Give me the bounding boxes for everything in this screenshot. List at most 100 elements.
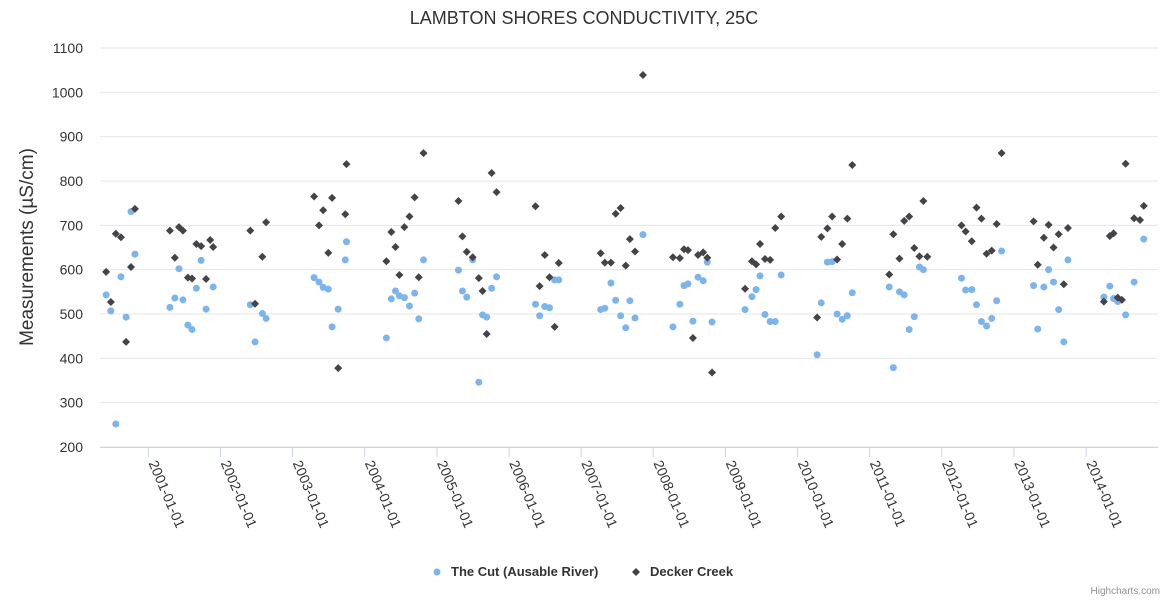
data-point-decker-creek[interactable] (900, 216, 909, 225)
data-point-the-cut[interactable] (676, 300, 684, 308)
data-point-decker-creek[interactable] (550, 322, 559, 331)
data-point-the-cut[interactable] (1060, 338, 1068, 346)
data-point-decker-creek[interactable] (1139, 201, 1148, 210)
data-point-decker-creek[interactable] (1117, 295, 1126, 304)
data-point-the-cut[interactable] (112, 420, 120, 428)
data-point-the-cut[interactable] (1140, 235, 1148, 243)
data-point-the-cut[interactable] (458, 287, 466, 295)
data-point-the-cut[interactable] (689, 317, 697, 325)
data-point-the-cut[interactable] (972, 301, 980, 309)
data-point-decker-creek[interactable] (1136, 216, 1145, 225)
data-point-decker-creek[interactable] (454, 196, 463, 205)
data-point-decker-creek[interactable] (977, 214, 986, 223)
data-point-the-cut[interactable] (607, 279, 615, 287)
data-point-the-cut[interactable] (833, 310, 841, 318)
data-point-decker-creek[interactable] (910, 243, 919, 252)
data-point-decker-creek[interactable] (1099, 297, 1108, 306)
data-point-decker-creek[interactable] (540, 251, 549, 260)
data-point-decker-creek[interactable] (116, 233, 125, 242)
data-point-decker-creek[interactable] (957, 221, 966, 230)
data-point-decker-creek[interactable] (419, 149, 428, 158)
data-point-decker-creek[interactable] (606, 258, 615, 267)
data-point-the-cut[interactable] (817, 299, 825, 307)
data-point-the-cut[interactable] (341, 256, 349, 264)
data-point-the-cut[interactable] (1130, 278, 1138, 286)
data-point-decker-creek[interactable] (621, 261, 630, 270)
data-point-the-cut[interactable] (669, 323, 677, 331)
data-point-decker-creek[interactable] (554, 259, 563, 268)
data-point-decker-creek[interactable] (535, 282, 544, 291)
data-point-decker-creek[interactable] (328, 193, 337, 202)
data-point-the-cut[interactable] (209, 283, 217, 291)
data-point-the-cut[interactable] (761, 310, 769, 318)
data-point-the-cut[interactable] (1030, 282, 1038, 290)
data-point-decker-creek[interactable] (341, 210, 350, 219)
data-point-the-cut[interactable] (1045, 266, 1053, 274)
data-point-decker-creek[interactable] (122, 337, 131, 346)
data-point-the-cut[interactable] (617, 312, 625, 320)
data-point-the-cut[interactable] (107, 307, 115, 315)
data-point-the-cut[interactable] (483, 313, 491, 321)
data-point-decker-creek[interactable] (817, 232, 826, 241)
data-point-decker-creek[interactable] (382, 257, 391, 266)
data-point-the-cut[interactable] (400, 294, 408, 302)
data-point-the-cut[interactable] (420, 256, 428, 264)
data-point-decker-creek[interactable] (813, 313, 822, 322)
data-point-the-cut[interactable] (1040, 283, 1048, 291)
data-point-decker-creek[interactable] (202, 274, 211, 283)
data-point-decker-creek[interactable] (1033, 260, 1042, 269)
data-point-the-cut[interactable] (993, 297, 1001, 305)
data-point-decker-creek[interactable] (458, 232, 467, 241)
data-point-decker-creek[interactable] (531, 202, 540, 211)
data-point-decker-creek[interactable] (616, 204, 625, 213)
data-point-decker-creek[interactable] (188, 274, 197, 283)
data-point-the-cut[interactable] (962, 286, 970, 294)
data-point-the-cut[interactable] (475, 378, 483, 386)
data-point-decker-creek[interactable] (1049, 243, 1058, 252)
data-point-decker-creek[interactable] (170, 253, 179, 262)
data-point-decker-creek[interactable] (675, 254, 684, 263)
data-point-decker-creek[interactable] (1130, 214, 1139, 223)
data-point-the-cut[interactable] (703, 258, 711, 266)
data-point-the-cut[interactable] (1055, 306, 1063, 314)
data-point-the-cut[interactable] (493, 273, 501, 281)
data-point-decker-creek[interactable] (848, 161, 857, 170)
data-point-decker-creek[interactable] (106, 298, 115, 307)
data-point-decker-creek[interactable] (251, 299, 260, 308)
data-point-decker-creek[interactable] (410, 193, 419, 202)
data-point-decker-creek[interactable] (915, 252, 924, 261)
data-point-decker-creek[interactable] (487, 169, 496, 178)
data-point-the-cut[interactable] (315, 278, 323, 286)
data-point-the-cut[interactable] (117, 273, 125, 281)
data-point-decker-creek[interactable] (833, 255, 842, 264)
data-point-the-cut[interactable] (626, 297, 634, 305)
data-point-the-cut[interactable] (1106, 282, 1114, 290)
data-point-the-cut[interactable] (555, 276, 563, 284)
data-point-the-cut[interactable] (684, 280, 692, 288)
data-point-decker-creek[interactable] (961, 227, 970, 236)
data-point-the-cut[interactable] (1050, 278, 1058, 286)
data-point-the-cut[interactable] (601, 304, 609, 312)
data-point-the-cut[interactable] (977, 318, 985, 326)
data-point-decker-creek[interactable] (683, 246, 692, 255)
data-point-the-cut[interactable] (415, 315, 423, 323)
data-point-the-cut[interactable] (998, 247, 1006, 255)
data-point-decker-creek[interactable] (545, 273, 554, 282)
data-point-decker-creek[interactable] (319, 206, 328, 215)
data-point-the-cut[interactable] (889, 364, 897, 372)
data-point-decker-creek[interactable] (206, 235, 215, 244)
data-point-decker-creek[interactable] (699, 248, 708, 257)
data-point-the-cut[interactable] (179, 296, 187, 304)
data-point-the-cut[interactable] (771, 318, 779, 326)
data-point-decker-creek[interactable] (843, 214, 852, 223)
data-point-decker-creek[interactable] (258, 252, 267, 261)
data-point-decker-creek[interactable] (600, 258, 609, 267)
data-point-decker-creek[interactable] (828, 212, 837, 221)
data-point-the-cut[interactable] (957, 274, 965, 282)
data-point-the-cut[interactable] (463, 293, 471, 301)
data-point-decker-creek[interactable] (1121, 159, 1130, 168)
data-point-the-cut[interactable] (919, 266, 927, 274)
data-point-decker-creek[interactable] (1063, 223, 1072, 232)
data-point-the-cut[interactable] (631, 314, 639, 322)
data-point-decker-creek[interactable] (492, 188, 501, 197)
